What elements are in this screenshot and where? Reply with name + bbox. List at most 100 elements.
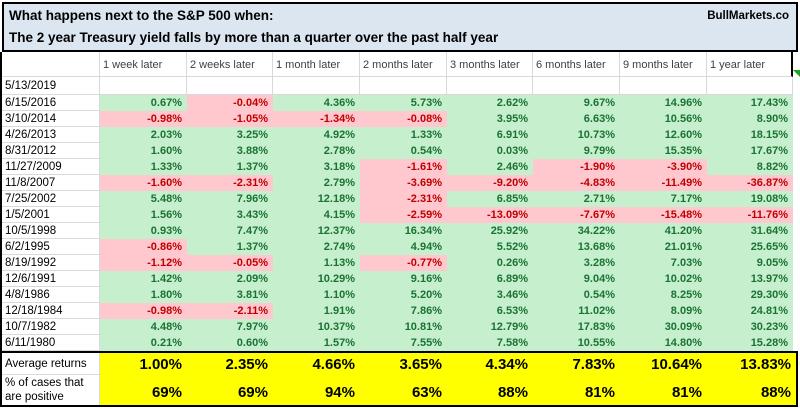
return-cell: -1.90% [533,159,620,175]
percent-positive-label-line: are positive [5,391,64,403]
return-cell: 34.22% [533,223,620,239]
return-cell: 1.60% [100,143,187,159]
return-cell: 25.65% [707,239,793,255]
brand-label: BullMarkets.co [707,10,789,22]
average-return-cell: 4.66% [273,353,360,375]
return-cell: 9.67% [533,95,620,111]
column-header: 9 months later [620,52,707,77]
column-header: 1 week later [100,52,187,77]
return-cell: 9.79% [533,143,620,159]
date-cell: 8/19/1992 [2,255,100,271]
return-cell: 1.57% [273,335,360,351]
return-cell: -2.11% [187,303,273,319]
return-cell: 8.90% [707,111,793,127]
date-cell: 4/26/2013 [2,127,100,143]
date-cell: 6/2/1995 [2,239,100,255]
row-filler [793,303,798,319]
column-header: 1 year later [707,52,793,77]
average-return-cell: 13.83% [707,353,796,375]
return-cell: 3.46% [447,287,533,303]
title-line-1: What happens next to the S&P 500 when: [9,8,274,23]
return-cell: 13.68% [533,239,620,255]
table-row: 11/8/2007 -1.60% -2.31% 2.79% -3.69% -9.20% -4… [2,175,798,191]
return-cell: 19.08% [707,191,793,207]
percent-positive-cell: 69% [100,375,187,405]
return-cell: 3.43% [187,207,273,223]
table-row: 8/19/1992 -1.12% -0.05% 1.13% -0.77% 0.26% 3.2… [2,255,798,271]
return-cell: 17.43% [707,95,793,111]
return-cell: 7.03% [620,255,707,271]
return-cell: 3.28% [533,255,620,271]
return-cell: 0.21% [100,335,187,351]
table-row: 1/5/2001 1.56% 3.43% 4.15% -2.59% -13.09% -7.6… [2,207,798,223]
percent-positive-cell: 81% [620,375,707,405]
row-filler [793,335,798,351]
return-cell: -0.98% [100,111,187,127]
return-cell: -0.77% [360,255,447,271]
average-return-cell: 4.34% [447,353,533,375]
row-filler [793,143,798,159]
return-cell: 1.91% [273,303,360,319]
return-cell: 0.67% [100,95,187,111]
return-cell: -0.04% [187,95,273,111]
average-returns-label: Average returns [2,353,100,375]
return-cell: 3.81% [187,287,273,303]
table-row: 10/7/1982 4.48% 7.97% 10.37% 10.81% 12.79% 17.… [2,319,798,335]
return-cell: -2.31% [187,175,273,191]
table-left-border [0,52,2,407]
average-return-cell: 2.35% [187,353,273,375]
summary-block: Average returns 1.00% 2.35% 4.66% 3.65% 4.34%… [2,351,798,407]
return-cell: -1.05% [187,111,273,127]
title-line-2: The 2 year Treasury yield falls by more … [9,30,499,45]
average-return-cell: 7.83% [533,353,620,375]
return-cell: -1.60% [100,175,187,191]
table-row: 12/6/1991 1.42% 2.09% 10.29% 9.16% 6.89% 9.04%… [2,271,798,287]
table-row: 8/31/2012 1.60% 3.88% 2.78% 0.54% 0.03% 9.79% 1… [2,143,798,159]
return-cell: 2.46% [447,159,533,175]
return-cell [187,77,273,95]
return-cell: -0.98% [100,303,187,319]
return-cell: 11.02% [533,303,620,319]
title-banner: What happens next to the S&P 500 when: T… [2,2,798,52]
return-cell: 10.37% [273,319,360,335]
return-cell: 5.20% [360,287,447,303]
return-cell: 8.09% [620,303,707,319]
column-header: 3 months later [447,52,533,77]
return-cell: 4.92% [273,127,360,143]
return-cell: -11.49% [620,175,707,191]
return-cell: 24.81% [707,303,793,319]
return-cell: 7.55% [360,335,447,351]
table-row: 6/11/1980 0.21% 0.60% 1.57% 7.55% 7.58% 10.55%… [2,335,798,351]
date-cell: 1/5/2001 [2,207,100,223]
return-cell: 6.91% [447,127,533,143]
return-cell: 8.25% [620,287,707,303]
return-cell: 7.47% [187,223,273,239]
percent-positive-cell: 94% [273,375,360,405]
return-cell: 4.48% [100,319,187,335]
table-row: 4/26/2013 2.03% 3.25% 4.92% 1.33% 6.91% 10.73%… [2,127,798,143]
return-cell: 1.13% [273,255,360,271]
return-cell: 6.89% [447,271,533,287]
percent-positive-cell: 63% [360,375,447,405]
row-filler [793,191,798,207]
row-filler [793,255,798,271]
return-cell: 10.73% [533,127,620,143]
table-header-row: 1 week later 2 weeks later 1 month later 2 … [2,52,798,77]
return-cell: -7.67% [533,207,620,223]
return-cell: 12.79% [447,319,533,335]
return-cell: 2.09% [187,271,273,287]
date-cell: 6/15/2016 [2,95,100,111]
row-filler [793,127,798,143]
return-cell: -1.61% [360,159,447,175]
row-filler [793,271,798,287]
return-cell: 0.26% [447,255,533,271]
return-cell: 9.05% [707,255,793,271]
date-cell: 10/7/1982 [2,319,100,335]
return-cell: 17.67% [707,143,793,159]
date-cell: 12/6/1991 [2,271,100,287]
return-cell: 4.15% [273,207,360,223]
average-return-cell: 10.64% [620,353,707,375]
return-cell: 10.29% [273,271,360,287]
row-filler [793,287,798,303]
